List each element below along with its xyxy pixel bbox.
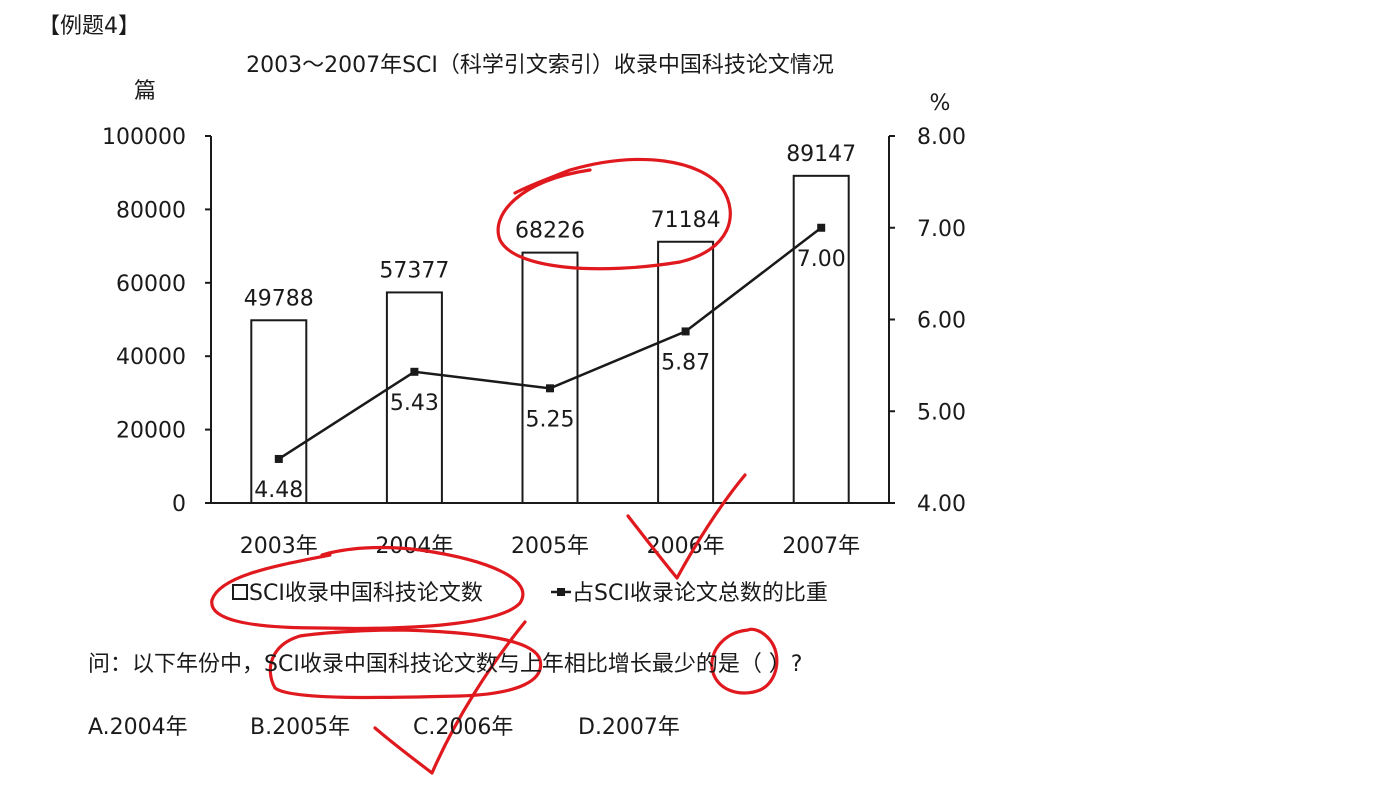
right-y-tick-label: 8.00 — [917, 125, 966, 150]
left-y-tick-label: 0 — [172, 492, 186, 517]
right-y-tick-label: 4.00 — [917, 492, 966, 517]
line-point — [817, 223, 826, 232]
bar-value-label: 71184 — [651, 208, 721, 233]
data-labels: 49788 57377 68226 71184 89147 4.48 5.43 5.25 5.8… — [244, 142, 856, 503]
annotation-tick-option — [373, 620, 527, 775]
bar-value-label: 57377 — [379, 258, 449, 283]
left-axis-unit: 篇 — [134, 79, 156, 104]
right-y-tick-label: 7.00 — [917, 217, 966, 242]
annotation-circle-question — [268, 628, 543, 700]
chart-title: 2003～2007年SCI（科学引文索引）收录中国科技论文情况 — [246, 53, 834, 78]
line-series — [274, 223, 826, 463]
option-a[interactable]: A.2004年 — [88, 715, 188, 740]
annotation-circle-legend — [210, 545, 525, 631]
line-value-label: 5.25 — [526, 407, 575, 432]
line-point — [681, 327, 690, 336]
legend-bar-label: SCI收录中国科技论文数 — [249, 581, 483, 606]
bar — [521, 251, 579, 504]
annotation-tick-2006 — [626, 473, 747, 580]
line-value-label: 5.87 — [661, 350, 710, 375]
option-d[interactable]: D.2007年 — [578, 715, 680, 740]
line-point — [410, 367, 419, 376]
header-tag: 【例题4】 — [38, 14, 140, 39]
bar-value-label: 49788 — [244, 286, 314, 311]
legend-line-marker — [557, 588, 565, 596]
x-tick-label: 2005年 — [511, 534, 589, 559]
handwritten-annotations — [210, 157, 779, 775]
right-y-tick-label: 5.00 — [917, 400, 966, 425]
option-c[interactable]: C.2006年 — [413, 715, 513, 740]
x-tick-label: 2003年 — [240, 534, 318, 559]
annotation-circle-2005-2006 — [496, 157, 732, 271]
legend-bar-swatch — [232, 584, 248, 600]
question-text: 问：以下年份中，SCI收录中国科技论文数与上年相比增长最少的是（ ）? — [88, 652, 803, 677]
legend: SCI收录中国科技论文数 占SCI收录论文总数的比重 — [232, 581, 828, 606]
line-point — [274, 454, 283, 463]
bar — [250, 319, 308, 504]
left-y-tick-label: 40000 — [116, 345, 186, 370]
line-value-label: 5.43 — [390, 391, 439, 416]
line-point — [546, 384, 554, 393]
chart-axes: 0 20000 40000 60000 80000 100000 4.00 5.00 6.00 7… — [102, 125, 966, 559]
left-y-tick-label: 80000 — [116, 198, 186, 223]
line-value-label: 4.48 — [254, 478, 303, 503]
bar — [657, 240, 715, 504]
line-value-label: 7.00 — [797, 247, 846, 272]
bar-value-label: 68226 — [515, 219, 585, 244]
x-tick-label: 2007年 — [782, 534, 860, 559]
bar — [385, 291, 443, 505]
left-y-tick-label: 60000 — [116, 272, 186, 297]
left-y-tick-label: 20000 — [116, 419, 186, 444]
bar-value-label: 89147 — [786, 142, 856, 167]
legend-line-label: 占SCI收录论文总数的比重 — [572, 581, 828, 606]
annotation-circle-least — [710, 627, 779, 695]
option-b[interactable]: B.2005年 — [250, 715, 350, 740]
left-y-tick-label: 100000 — [102, 125, 186, 150]
right-y-tick-label: 6.00 — [917, 309, 966, 334]
right-axis-unit: % — [930, 91, 951, 116]
